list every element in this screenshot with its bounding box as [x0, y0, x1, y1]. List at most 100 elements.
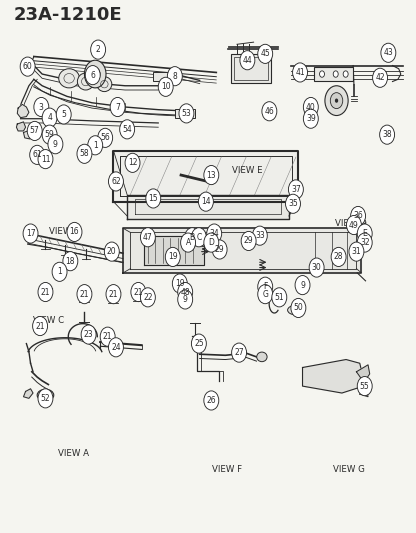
Polygon shape [357, 365, 370, 382]
Circle shape [207, 224, 222, 243]
Circle shape [291, 298, 306, 318]
Polygon shape [114, 151, 298, 201]
Circle shape [309, 258, 324, 277]
Circle shape [178, 290, 193, 309]
Circle shape [288, 180, 303, 199]
Text: 14: 14 [201, 197, 211, 206]
Circle shape [204, 233, 219, 252]
Circle shape [100, 327, 115, 346]
Circle shape [351, 206, 366, 225]
Circle shape [23, 224, 38, 243]
Text: VIEW B: VIEW B [50, 228, 81, 237]
Circle shape [357, 233, 372, 252]
Polygon shape [360, 389, 368, 397]
Circle shape [258, 277, 272, 296]
Circle shape [335, 99, 338, 103]
Text: VIEW D: VIEW D [335, 220, 367, 229]
Text: 26: 26 [206, 396, 216, 405]
Text: 30: 30 [312, 263, 322, 272]
Ellipse shape [77, 73, 94, 90]
Circle shape [240, 51, 255, 70]
Text: 9: 9 [300, 280, 305, 289]
Text: 48: 48 [181, 287, 190, 296]
Text: 40: 40 [306, 102, 316, 111]
Text: G: G [262, 289, 268, 298]
Text: 19: 19 [168, 253, 178, 261]
Text: 49: 49 [349, 221, 359, 230]
Circle shape [343, 71, 348, 77]
Circle shape [262, 102, 277, 121]
Circle shape [330, 93, 343, 109]
Circle shape [292, 63, 307, 82]
Ellipse shape [97, 77, 112, 92]
Circle shape [158, 77, 173, 96]
Circle shape [32, 317, 47, 336]
Circle shape [42, 108, 57, 127]
Text: 9: 9 [183, 295, 188, 304]
Text: 20: 20 [107, 247, 116, 256]
Text: 9: 9 [53, 140, 58, 149]
Circle shape [131, 282, 146, 302]
Circle shape [331, 247, 346, 266]
Text: 57: 57 [30, 126, 40, 135]
Text: 16: 16 [70, 228, 79, 237]
Text: 15: 15 [149, 194, 158, 203]
Text: C: C [196, 233, 201, 242]
Text: 21: 21 [80, 289, 89, 298]
Circle shape [349, 242, 364, 261]
Polygon shape [23, 389, 33, 398]
Circle shape [357, 376, 372, 395]
Circle shape [38, 389, 53, 408]
Text: 3: 3 [39, 102, 44, 111]
Circle shape [191, 334, 206, 353]
Text: 23A-1210E: 23A-1210E [13, 6, 122, 24]
Polygon shape [17, 104, 29, 118]
Circle shape [172, 274, 187, 293]
Bar [153, 72, 176, 82]
Text: 42: 42 [375, 73, 385, 82]
Text: 7: 7 [115, 102, 120, 111]
Circle shape [303, 98, 318, 117]
Text: 21: 21 [103, 332, 112, 341]
Text: 53: 53 [181, 109, 191, 118]
Text: 21: 21 [41, 287, 50, 296]
Text: 27: 27 [234, 348, 244, 357]
Text: 46: 46 [265, 107, 274, 116]
Text: 56: 56 [100, 133, 110, 142]
Text: 29: 29 [215, 245, 224, 254]
Circle shape [84, 60, 106, 88]
Circle shape [185, 228, 200, 247]
Text: 11: 11 [41, 155, 50, 164]
Circle shape [38, 150, 53, 168]
Circle shape [109, 172, 124, 191]
Text: 45: 45 [260, 50, 270, 58]
Text: 5: 5 [61, 110, 66, 119]
Circle shape [347, 215, 362, 235]
Circle shape [38, 282, 53, 302]
Text: 23: 23 [84, 330, 94, 339]
Text: VIEW A: VIEW A [58, 449, 89, 458]
Polygon shape [23, 130, 34, 139]
Text: 28: 28 [334, 253, 343, 261]
Circle shape [165, 247, 180, 266]
Circle shape [285, 194, 300, 213]
Bar [234, 57, 268, 80]
Text: 29: 29 [244, 237, 253, 246]
Text: 31: 31 [352, 247, 361, 256]
Circle shape [104, 242, 119, 261]
Polygon shape [127, 195, 289, 219]
Polygon shape [144, 236, 204, 265]
Text: 35: 35 [288, 199, 298, 208]
Circle shape [42, 125, 57, 144]
Circle shape [34, 98, 49, 117]
Text: 21: 21 [35, 321, 45, 330]
Text: 36: 36 [353, 212, 363, 221]
Circle shape [167, 67, 182, 86]
Text: 39: 39 [306, 114, 316, 123]
Text: 62: 62 [111, 177, 121, 186]
Text: 22: 22 [143, 293, 153, 302]
Text: 43: 43 [384, 49, 393, 57]
Text: 55: 55 [360, 382, 369, 391]
Circle shape [258, 44, 272, 63]
Text: D: D [208, 238, 214, 247]
